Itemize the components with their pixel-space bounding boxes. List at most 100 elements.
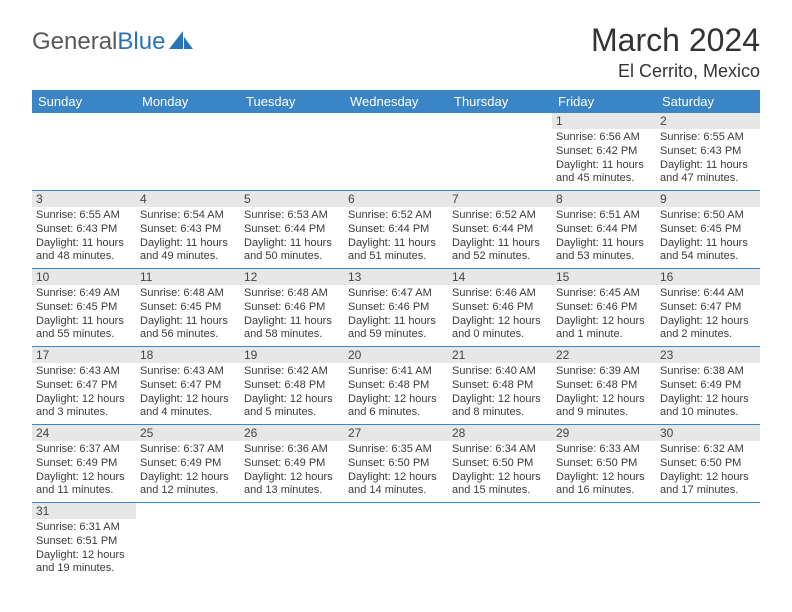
sunrise-text: Sunrise: 6:54 AM — [140, 209, 236, 223]
weekday-header: Monday — [136, 90, 240, 113]
daylight-text: Daylight: 12 hours — [140, 393, 236, 407]
daylight-text: Daylight: 12 hours — [140, 471, 236, 485]
calendar-day-cell: 15Sunrise: 6:45 AMSunset: 6:46 PMDayligh… — [552, 269, 656, 347]
daylight-text: and 3 minutes. — [36, 406, 132, 420]
day-number: 25 — [136, 425, 240, 441]
calendar-day-cell: 11Sunrise: 6:48 AMSunset: 6:45 PMDayligh… — [136, 269, 240, 347]
calendar-empty-cell — [136, 113, 240, 191]
sunrise-text: Sunrise: 6:40 AM — [452, 365, 548, 379]
sunset-text: Sunset: 6:42 PM — [556, 145, 652, 159]
daylight-text: and 2 minutes. — [660, 328, 756, 342]
calendar-header-row: SundayMondayTuesdayWednesdayThursdayFrid… — [32, 90, 760, 113]
sunrise-text: Sunrise: 6:55 AM — [660, 131, 756, 145]
day-number: 14 — [448, 269, 552, 285]
daylight-text: and 47 minutes. — [660, 172, 756, 186]
calendar-day-cell: 18Sunrise: 6:43 AMSunset: 6:47 PMDayligh… — [136, 347, 240, 425]
daylight-text: Daylight: 11 hours — [556, 237, 652, 251]
sunrise-text: Sunrise: 6:31 AM — [36, 521, 132, 535]
calendar-table: SundayMondayTuesdayWednesdayThursdayFrid… — [32, 90, 760, 580]
sunset-text: Sunset: 6:46 PM — [244, 301, 340, 315]
sunset-text: Sunset: 6:48 PM — [244, 379, 340, 393]
calendar-day-cell: 23Sunrise: 6:38 AMSunset: 6:49 PMDayligh… — [656, 347, 760, 425]
daylight-text: and 9 minutes. — [556, 406, 652, 420]
calendar-day-cell: 13Sunrise: 6:47 AMSunset: 6:46 PMDayligh… — [344, 269, 448, 347]
day-number: 12 — [240, 269, 344, 285]
day-number: 22 — [552, 347, 656, 363]
calendar-day-cell: 27Sunrise: 6:35 AMSunset: 6:50 PMDayligh… — [344, 425, 448, 503]
calendar-day-cell: 2Sunrise: 6:55 AMSunset: 6:43 PMDaylight… — [656, 113, 760, 191]
daylight-text: Daylight: 12 hours — [660, 315, 756, 329]
sunset-text: Sunset: 6:49 PM — [244, 457, 340, 471]
logo-text-1: General — [32, 28, 117, 56]
day-number: 15 — [552, 269, 656, 285]
day-number: 10 — [32, 269, 136, 285]
sunrise-text: Sunrise: 6:33 AM — [556, 443, 652, 457]
calendar-day-cell: 25Sunrise: 6:37 AMSunset: 6:49 PMDayligh… — [136, 425, 240, 503]
sunrise-text: Sunrise: 6:32 AM — [660, 443, 756, 457]
sunset-text: Sunset: 6:48 PM — [348, 379, 444, 393]
daylight-text: Daylight: 12 hours — [36, 549, 132, 563]
daylight-text: and 14 minutes. — [348, 484, 444, 498]
calendar-week-row: 31Sunrise: 6:31 AMSunset: 6:51 PMDayligh… — [32, 503, 760, 581]
daylight-text: Daylight: 12 hours — [244, 393, 340, 407]
day-number: 26 — [240, 425, 344, 441]
sunset-text: Sunset: 6:48 PM — [452, 379, 548, 393]
daylight-text: Daylight: 11 hours — [556, 159, 652, 173]
daylight-text: Daylight: 12 hours — [348, 471, 444, 485]
sunrise-text: Sunrise: 6:52 AM — [452, 209, 548, 223]
calendar-day-cell: 14Sunrise: 6:46 AMSunset: 6:46 PMDayligh… — [448, 269, 552, 347]
daylight-text: Daylight: 12 hours — [452, 393, 548, 407]
daylight-text: and 48 minutes. — [36, 250, 132, 264]
sunrise-text: Sunrise: 6:48 AM — [244, 287, 340, 301]
day-number: 13 — [344, 269, 448, 285]
day-number: 6 — [344, 191, 448, 207]
sunrise-text: Sunrise: 6:48 AM — [140, 287, 236, 301]
daylight-text: Daylight: 12 hours — [660, 393, 756, 407]
daylight-text: Daylight: 11 hours — [36, 237, 132, 251]
sunrise-text: Sunrise: 6:56 AM — [556, 131, 652, 145]
sunrise-text: Sunrise: 6:46 AM — [452, 287, 548, 301]
day-number: 9 — [656, 191, 760, 207]
daylight-text: and 52 minutes. — [452, 250, 548, 264]
sunset-text: Sunset: 6:46 PM — [348, 301, 444, 315]
sunrise-text: Sunrise: 6:41 AM — [348, 365, 444, 379]
calendar-week-row: 10Sunrise: 6:49 AMSunset: 6:45 PMDayligh… — [32, 269, 760, 347]
daylight-text: Daylight: 11 hours — [348, 237, 444, 251]
daylight-text: Daylight: 12 hours — [660, 471, 756, 485]
calendar-day-cell: 6Sunrise: 6:52 AMSunset: 6:44 PMDaylight… — [344, 191, 448, 269]
day-number: 30 — [656, 425, 760, 441]
daylight-text: and 15 minutes. — [452, 484, 548, 498]
calendar-day-cell: 7Sunrise: 6:52 AMSunset: 6:44 PMDaylight… — [448, 191, 552, 269]
header: GeneralBlue March 2024 El Cerrito, Mexic… — [32, 22, 760, 82]
daylight-text: Daylight: 12 hours — [556, 393, 652, 407]
day-number: 19 — [240, 347, 344, 363]
calendar-day-cell: 12Sunrise: 6:48 AMSunset: 6:46 PMDayligh… — [240, 269, 344, 347]
calendar-empty-cell — [32, 113, 136, 191]
daylight-text: and 53 minutes. — [556, 250, 652, 264]
daylight-text: and 45 minutes. — [556, 172, 652, 186]
daylight-text: and 56 minutes. — [140, 328, 236, 342]
calendar-day-cell: 22Sunrise: 6:39 AMSunset: 6:48 PMDayligh… — [552, 347, 656, 425]
day-number: 3 — [32, 191, 136, 207]
sunset-text: Sunset: 6:50 PM — [452, 457, 548, 471]
sunset-text: Sunset: 6:44 PM — [556, 223, 652, 237]
logo: GeneralBlue — [32, 28, 195, 56]
daylight-text: and 0 minutes. — [452, 328, 548, 342]
daylight-text: Daylight: 11 hours — [660, 237, 756, 251]
sunrise-text: Sunrise: 6:42 AM — [244, 365, 340, 379]
day-number: 27 — [344, 425, 448, 441]
day-number: 2 — [656, 113, 760, 129]
day-number: 17 — [32, 347, 136, 363]
sunrise-text: Sunrise: 6:50 AM — [660, 209, 756, 223]
calendar-empty-cell — [656, 503, 760, 581]
day-number: 20 — [344, 347, 448, 363]
calendar-week-row: 3Sunrise: 6:55 AMSunset: 6:43 PMDaylight… — [32, 191, 760, 269]
location: El Cerrito, Mexico — [591, 61, 760, 82]
sunset-text: Sunset: 6:50 PM — [660, 457, 756, 471]
sunrise-text: Sunrise: 6:47 AM — [348, 287, 444, 301]
daylight-text: and 5 minutes. — [244, 406, 340, 420]
daylight-text: and 54 minutes. — [660, 250, 756, 264]
day-number: 24 — [32, 425, 136, 441]
day-number: 31 — [32, 503, 136, 519]
month-title: March 2024 — [591, 22, 760, 59]
